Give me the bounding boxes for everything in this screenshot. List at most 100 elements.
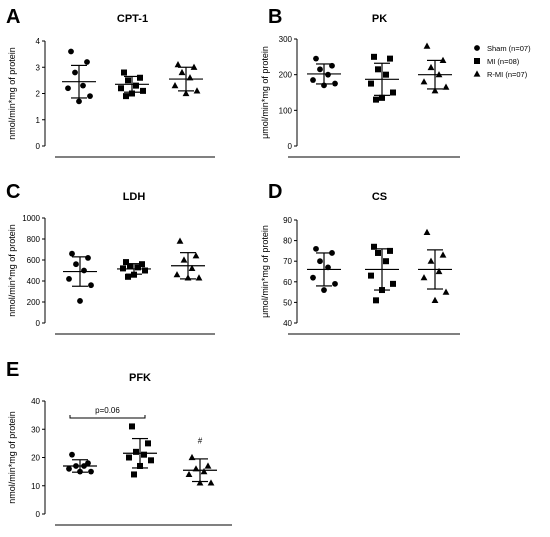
legend: Sham (n=07) MI (n=08) R-MI (n=07) xyxy=(473,44,531,79)
chart-panel-d: D CS μmol/min*mg of protein 40 50 60 70 80 90 xyxy=(260,181,460,335)
chart-panel-c: C LDH nmol/min*mg of protein 0 200 400 600 800 1… xyxy=(6,181,215,335)
data-point xyxy=(420,274,428,281)
panel-letter: C xyxy=(6,181,20,203)
data-point xyxy=(142,267,148,274)
data-point xyxy=(171,82,179,89)
data-point xyxy=(439,251,447,258)
data-point xyxy=(69,451,75,458)
y-axis-label: nmol/min*mg of protein xyxy=(7,47,17,140)
data-point xyxy=(73,463,79,469)
panel-letter: E xyxy=(6,359,19,381)
data-point xyxy=(371,53,377,60)
data-point xyxy=(141,451,147,458)
data-point xyxy=(373,297,379,304)
data-point xyxy=(65,85,71,92)
data-point xyxy=(131,471,137,478)
data-point xyxy=(373,96,379,103)
y-axis-label: μmol/min*mg of protein xyxy=(260,46,270,139)
y-tick-label: 10 xyxy=(31,482,40,491)
data-point xyxy=(387,247,393,254)
data-point xyxy=(379,94,385,101)
chart-panel-e: E PFK nmol/min*mg of protein 0 10 20 30 40 p=0.0… xyxy=(6,359,232,526)
series-r-mi xyxy=(418,42,452,94)
data-point xyxy=(145,440,151,447)
data-point xyxy=(423,228,431,235)
data-point xyxy=(368,272,374,279)
series-sham xyxy=(307,245,341,293)
data-point xyxy=(368,80,374,87)
data-point xyxy=(325,71,331,78)
data-point xyxy=(140,87,146,94)
data-point xyxy=(420,78,428,85)
data-point xyxy=(182,89,190,97)
series-mi xyxy=(117,259,151,280)
data-point xyxy=(442,83,450,90)
significance-bracket xyxy=(69,414,146,419)
data-point xyxy=(321,287,327,293)
y-tick-label: 400 xyxy=(27,277,41,286)
data-point xyxy=(173,271,181,278)
data-point xyxy=(131,271,137,278)
data-point xyxy=(442,288,450,295)
data-point xyxy=(431,87,439,94)
data-point xyxy=(427,257,435,264)
data-point xyxy=(178,68,186,76)
data-point xyxy=(439,56,447,63)
data-point xyxy=(80,82,86,89)
series-sham xyxy=(63,250,97,304)
data-point xyxy=(193,87,201,94)
data-point xyxy=(390,280,396,287)
data-point xyxy=(81,463,87,469)
data-point xyxy=(123,93,129,100)
data-point xyxy=(85,255,91,261)
data-point xyxy=(73,261,79,268)
panel-letter: B xyxy=(268,6,282,28)
data-point xyxy=(383,258,389,265)
data-point xyxy=(387,55,393,62)
y-tick-label: 50 xyxy=(283,298,292,307)
data-point xyxy=(129,90,135,97)
chart-title: PFK xyxy=(129,372,151,384)
data-point xyxy=(329,250,335,256)
data-point xyxy=(127,263,133,270)
chart-title: CPT-1 xyxy=(117,13,148,25)
data-point xyxy=(133,448,139,455)
y-tick-label: 0 xyxy=(36,510,41,519)
chart-title: LDH xyxy=(123,191,146,203)
data-point xyxy=(185,470,193,478)
data-point xyxy=(81,267,87,274)
data-point xyxy=(317,258,323,265)
data-point xyxy=(77,298,83,304)
significance-marker: # xyxy=(198,436,203,445)
data-point xyxy=(192,252,200,259)
data-point xyxy=(125,77,131,84)
y-tick-label: 100 xyxy=(279,106,293,115)
data-point xyxy=(190,63,198,70)
series-r-mi xyxy=(169,61,203,97)
data-point xyxy=(68,48,74,55)
data-point xyxy=(204,462,212,469)
panel-letter: D xyxy=(268,181,282,203)
y-tick-label: 200 xyxy=(279,71,293,80)
data-point xyxy=(423,42,431,49)
data-point xyxy=(133,82,139,89)
data-point xyxy=(329,62,335,69)
data-point xyxy=(375,249,381,256)
data-point xyxy=(435,267,443,275)
data-point xyxy=(313,245,319,252)
data-point xyxy=(135,264,141,271)
series-sham xyxy=(62,48,96,105)
y-tick-label: 600 xyxy=(27,256,41,265)
data-point xyxy=(84,59,90,65)
data-point xyxy=(325,264,331,271)
y-tick-label: 0 xyxy=(36,142,41,151)
legend-marker-triangle xyxy=(473,70,481,77)
data-point xyxy=(137,462,143,469)
data-point xyxy=(125,273,131,280)
data-point xyxy=(69,250,75,257)
y-tick-label: 70 xyxy=(283,257,292,266)
data-point xyxy=(174,61,182,68)
y-tick-label: 80 xyxy=(283,237,292,246)
p-value-label: p=0.06 xyxy=(95,406,120,415)
